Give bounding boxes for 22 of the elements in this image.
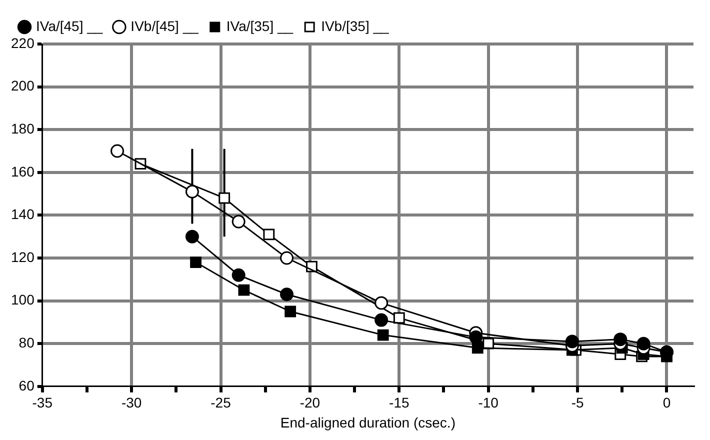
- legend-label: IVb/[35] __: [321, 18, 390, 34]
- y-tick-label: 60: [18, 377, 35, 394]
- x-tick-label: -30: [121, 394, 142, 411]
- legend-label: IVa/[35] __: [226, 18, 294, 34]
- x-tick-label: -20: [300, 394, 320, 411]
- x-tick-label: -10: [478, 394, 499, 411]
- y-tick-label: 200: [11, 78, 35, 94]
- y-tick-label: 100: [11, 292, 35, 308]
- x-tick-label: 0: [662, 394, 671, 411]
- x-tick-label: -5: [571, 394, 584, 411]
- x-tick-label: -15: [389, 394, 410, 411]
- y-tick-label: 140: [11, 206, 35, 222]
- y-tick-label: 160: [11, 163, 35, 180]
- legend-label: IVa/[45] __: [36, 18, 103, 34]
- y-tick-label: 120: [11, 248, 35, 265]
- x-axis-title: End-aligned duration (csec.): [280, 414, 456, 430]
- y-tick-label: 80: [18, 334, 35, 350]
- x-tick-label: -25: [210, 394, 232, 411]
- legend-label: IVb/[45] __: [130, 18, 199, 34]
- y-tick-label: 180: [11, 120, 35, 136]
- y-tick-label: 220: [11, 34, 35, 51]
- x-tick-label: -35: [32, 394, 53, 411]
